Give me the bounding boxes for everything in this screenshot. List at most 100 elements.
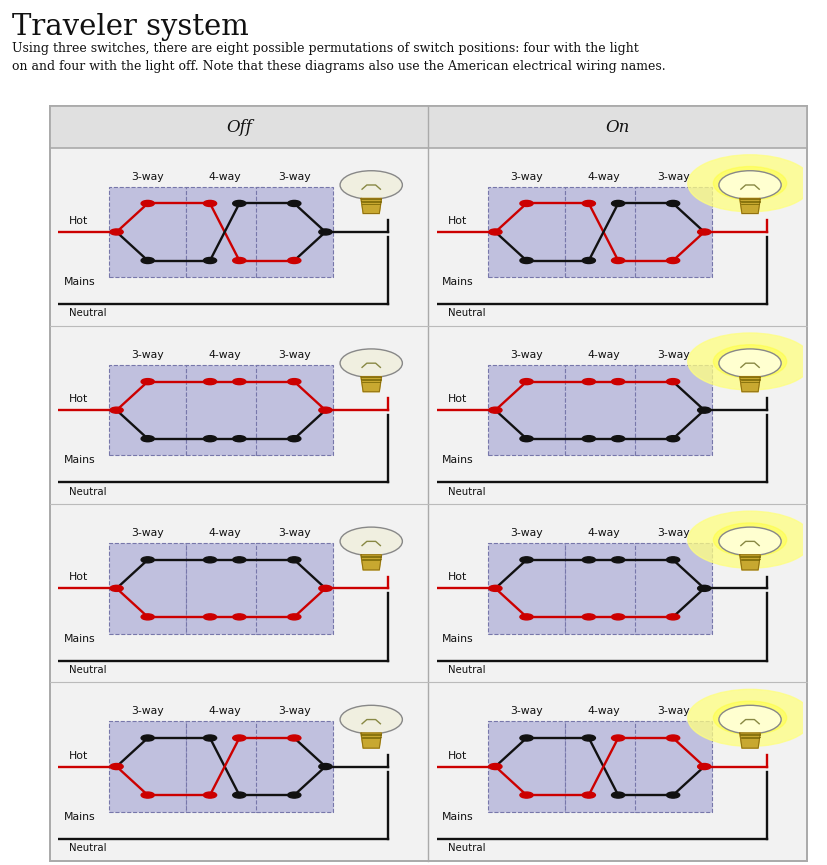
Circle shape (232, 614, 246, 620)
FancyBboxPatch shape (564, 365, 641, 456)
Circle shape (581, 436, 595, 442)
Circle shape (611, 436, 624, 442)
Text: 3-way: 3-way (656, 349, 689, 360)
Circle shape (488, 229, 501, 235)
Text: 3-way: 3-way (509, 171, 543, 182)
Circle shape (687, 155, 811, 212)
Circle shape (203, 201, 217, 207)
Circle shape (287, 258, 300, 264)
Circle shape (519, 614, 533, 620)
Circle shape (203, 614, 217, 620)
Circle shape (203, 735, 217, 741)
Polygon shape (739, 733, 759, 748)
Circle shape (519, 792, 533, 798)
Circle shape (318, 229, 332, 235)
Text: 3-way: 3-way (509, 528, 543, 538)
Polygon shape (739, 376, 759, 392)
Text: Off: Off (226, 119, 251, 136)
Circle shape (687, 333, 811, 390)
FancyBboxPatch shape (564, 187, 641, 278)
Circle shape (611, 557, 624, 563)
Text: Neutral: Neutral (69, 664, 107, 675)
Text: 3-way: 3-way (131, 349, 164, 360)
Circle shape (232, 557, 246, 563)
Circle shape (611, 201, 624, 207)
FancyBboxPatch shape (487, 187, 564, 278)
Circle shape (318, 407, 332, 413)
FancyBboxPatch shape (109, 187, 186, 278)
Polygon shape (361, 733, 381, 748)
Circle shape (340, 527, 402, 555)
Text: On: On (605, 119, 629, 136)
Text: Mains: Mains (442, 278, 473, 287)
FancyBboxPatch shape (186, 365, 263, 456)
Text: 4-way: 4-way (208, 706, 241, 716)
Circle shape (713, 345, 786, 378)
Circle shape (232, 258, 246, 264)
Text: Hot: Hot (447, 751, 466, 760)
Circle shape (697, 586, 710, 592)
FancyBboxPatch shape (633, 365, 710, 456)
Circle shape (287, 379, 300, 385)
Text: Traveler system: Traveler system (12, 13, 249, 41)
Circle shape (110, 407, 123, 413)
Circle shape (203, 258, 217, 264)
Circle shape (666, 201, 679, 207)
Circle shape (232, 379, 246, 385)
Circle shape (287, 735, 300, 741)
Circle shape (519, 379, 533, 385)
FancyBboxPatch shape (186, 721, 263, 812)
FancyBboxPatch shape (256, 187, 332, 278)
Circle shape (611, 379, 624, 385)
Text: 4-way: 4-way (208, 528, 241, 538)
Circle shape (519, 735, 533, 741)
Circle shape (581, 258, 595, 264)
Text: Hot: Hot (69, 751, 88, 760)
Text: 3-way: 3-way (131, 528, 164, 538)
Text: Hot: Hot (69, 394, 88, 404)
FancyBboxPatch shape (186, 543, 263, 634)
Circle shape (203, 792, 217, 798)
Circle shape (340, 170, 402, 199)
FancyBboxPatch shape (564, 543, 641, 634)
Circle shape (488, 764, 501, 770)
Polygon shape (361, 198, 381, 214)
Circle shape (141, 792, 154, 798)
Circle shape (581, 201, 595, 207)
Circle shape (611, 258, 624, 264)
Circle shape (666, 735, 679, 741)
Text: Mains: Mains (442, 456, 473, 465)
Text: 4-way: 4-way (586, 349, 619, 360)
Polygon shape (361, 376, 381, 392)
Text: 4-way: 4-way (208, 171, 241, 182)
Circle shape (666, 379, 679, 385)
Circle shape (718, 349, 780, 377)
Text: Neutral: Neutral (69, 843, 107, 853)
Text: Mains: Mains (64, 812, 95, 822)
Text: 3-way: 3-way (656, 706, 689, 716)
FancyBboxPatch shape (109, 543, 186, 634)
Circle shape (488, 586, 501, 592)
Circle shape (713, 523, 786, 556)
Circle shape (519, 258, 533, 264)
Text: 3-way: 3-way (278, 528, 310, 538)
Circle shape (687, 689, 811, 746)
Text: 3-way: 3-way (509, 706, 543, 716)
Circle shape (718, 527, 780, 555)
Text: Hot: Hot (69, 573, 88, 582)
Circle shape (713, 702, 786, 734)
FancyBboxPatch shape (256, 543, 332, 634)
Circle shape (141, 557, 154, 563)
Circle shape (611, 792, 624, 798)
Circle shape (141, 735, 154, 741)
Text: Neutral: Neutral (447, 308, 485, 318)
FancyBboxPatch shape (487, 365, 564, 456)
Circle shape (340, 705, 402, 734)
Circle shape (287, 792, 300, 798)
Circle shape (697, 764, 710, 770)
Text: Mains: Mains (64, 634, 95, 644)
Text: Neutral: Neutral (447, 486, 485, 497)
Circle shape (287, 614, 300, 620)
Circle shape (110, 764, 123, 770)
Text: Mains: Mains (64, 278, 95, 287)
